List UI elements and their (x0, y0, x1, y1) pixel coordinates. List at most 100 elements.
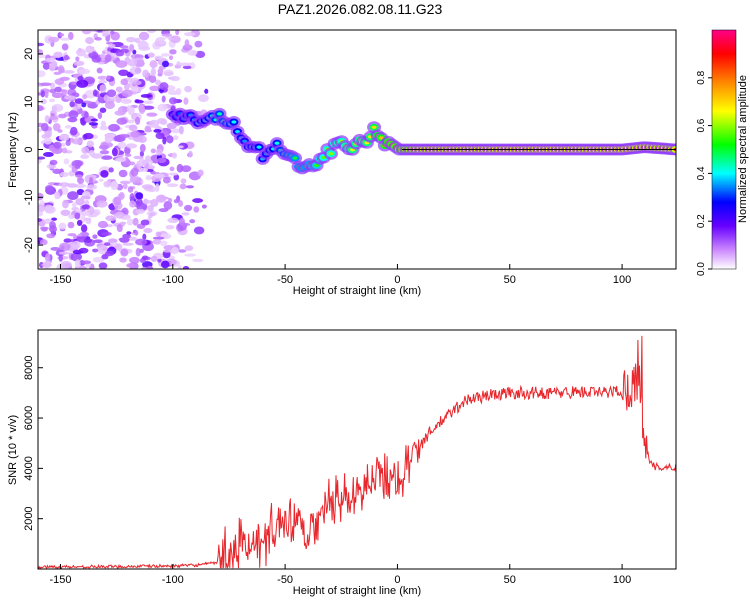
noise-blob (130, 130, 141, 138)
noise-blob (81, 204, 90, 210)
noise-blob (94, 37, 102, 41)
noise-blob (76, 79, 89, 88)
noise-blob (168, 97, 178, 105)
noise-blob (83, 132, 94, 140)
y-tick-label: 4000 (23, 456, 35, 480)
noise-blob (100, 155, 113, 160)
noise-blob (72, 240, 81, 250)
noise-blob (92, 248, 99, 253)
noise-blob (67, 221, 75, 229)
noise-blob (92, 256, 105, 263)
colorbar-gradient (711, 29, 737, 270)
noise-blob (78, 68, 91, 75)
noise-blob (117, 141, 127, 149)
noise-blob (154, 55, 164, 61)
noise-blob (45, 57, 56, 63)
noise-blob (81, 146, 90, 154)
noise-blob (143, 228, 153, 234)
noise-blob (81, 260, 92, 265)
noise-blob (141, 266, 148, 269)
track-core (292, 156, 298, 160)
noise-blob (116, 223, 123, 233)
noise-blob (143, 100, 154, 104)
noise-blob (148, 74, 157, 83)
noise-blob (67, 233, 77, 237)
noise-blob (96, 67, 103, 74)
noise-blob (168, 55, 174, 61)
noise-blob (138, 135, 147, 144)
noise-blob (51, 217, 58, 221)
snr-ticks: -150 -100 -50 0 50 100 2000 4000 6000 8000 (23, 355, 631, 586)
noise-blob (38, 158, 42, 164)
noise-blob (115, 157, 127, 163)
noise-blob (142, 105, 155, 110)
noise-blob (168, 37, 173, 41)
noise-blob (61, 91, 68, 96)
noise-blob (98, 79, 108, 84)
noise-blob (99, 125, 108, 131)
noise-blob (155, 194, 167, 203)
noise-blob (159, 82, 169, 91)
noise-blob (83, 238, 92, 244)
noise-blob (134, 99, 144, 104)
chart-title: PAZ1.2026.082.08.11.G23 (278, 1, 443, 17)
noise-blob (177, 264, 182, 269)
y-tick-label: 2000 (23, 506, 35, 530)
noise-blob (99, 107, 107, 113)
noise-blob (152, 187, 160, 191)
noise-blob (44, 90, 49, 99)
y-tick-label: 8000 (23, 355, 35, 379)
noise-blob (74, 183, 87, 189)
noise-blob (150, 255, 158, 262)
noise-blob (126, 263, 136, 268)
noise-blob (134, 116, 141, 125)
noise-blob (100, 120, 107, 127)
x-tick-label: -50 (277, 274, 293, 286)
noise-blob (142, 233, 147, 240)
noise-blob (157, 40, 166, 45)
noise-blob (100, 169, 109, 178)
noise-blob (120, 248, 129, 257)
noise-blob (89, 177, 94, 185)
snr-panel: -150 -100 -50 0 50 100 2000 4000 6000 8000 Height… (7, 329, 677, 597)
noise-blob (97, 61, 105, 65)
noise-blob (139, 248, 144, 254)
noise-blob (100, 53, 106, 59)
noise-blob (165, 224, 175, 230)
colorbar: 0.0 0.2 0.4 0.6 0.8 Normalized spectral ampl… (696, 29, 749, 276)
noise-blob (171, 128, 180, 134)
y-tick-label: -20 (23, 237, 35, 253)
noise-blob (97, 112, 103, 120)
x-tick-label: 100 (613, 574, 631, 586)
noise-blob (187, 49, 198, 56)
noise-blob (64, 125, 72, 129)
noise-blob (70, 252, 82, 262)
noise-blob (124, 153, 132, 157)
noise-blob (38, 192, 44, 201)
noise-blob (134, 230, 139, 236)
track-core (378, 136, 384, 140)
noise-blob (126, 105, 132, 113)
noise-blob (53, 141, 62, 149)
noise-blob (113, 243, 123, 251)
noise-blob (103, 180, 112, 188)
noise-blob (77, 233, 83, 237)
noise-blob (176, 163, 184, 173)
noise-blob (162, 136, 167, 145)
noise-blob (97, 250, 107, 255)
noise-blob (182, 265, 190, 269)
noise-blob (111, 242, 116, 247)
noise-blob (157, 258, 162, 263)
noise-blob (83, 111, 89, 119)
noise-blob (80, 195, 91, 200)
noise-blob (40, 98, 47, 105)
noise-blob (49, 221, 56, 230)
noise-blob (142, 69, 149, 78)
noise-blob (149, 119, 160, 128)
noise-blob (75, 198, 85, 206)
noise-blob (86, 140, 94, 148)
noise-blob (178, 200, 183, 207)
noise-blob (63, 54, 70, 61)
noise-blob (38, 203, 45, 213)
